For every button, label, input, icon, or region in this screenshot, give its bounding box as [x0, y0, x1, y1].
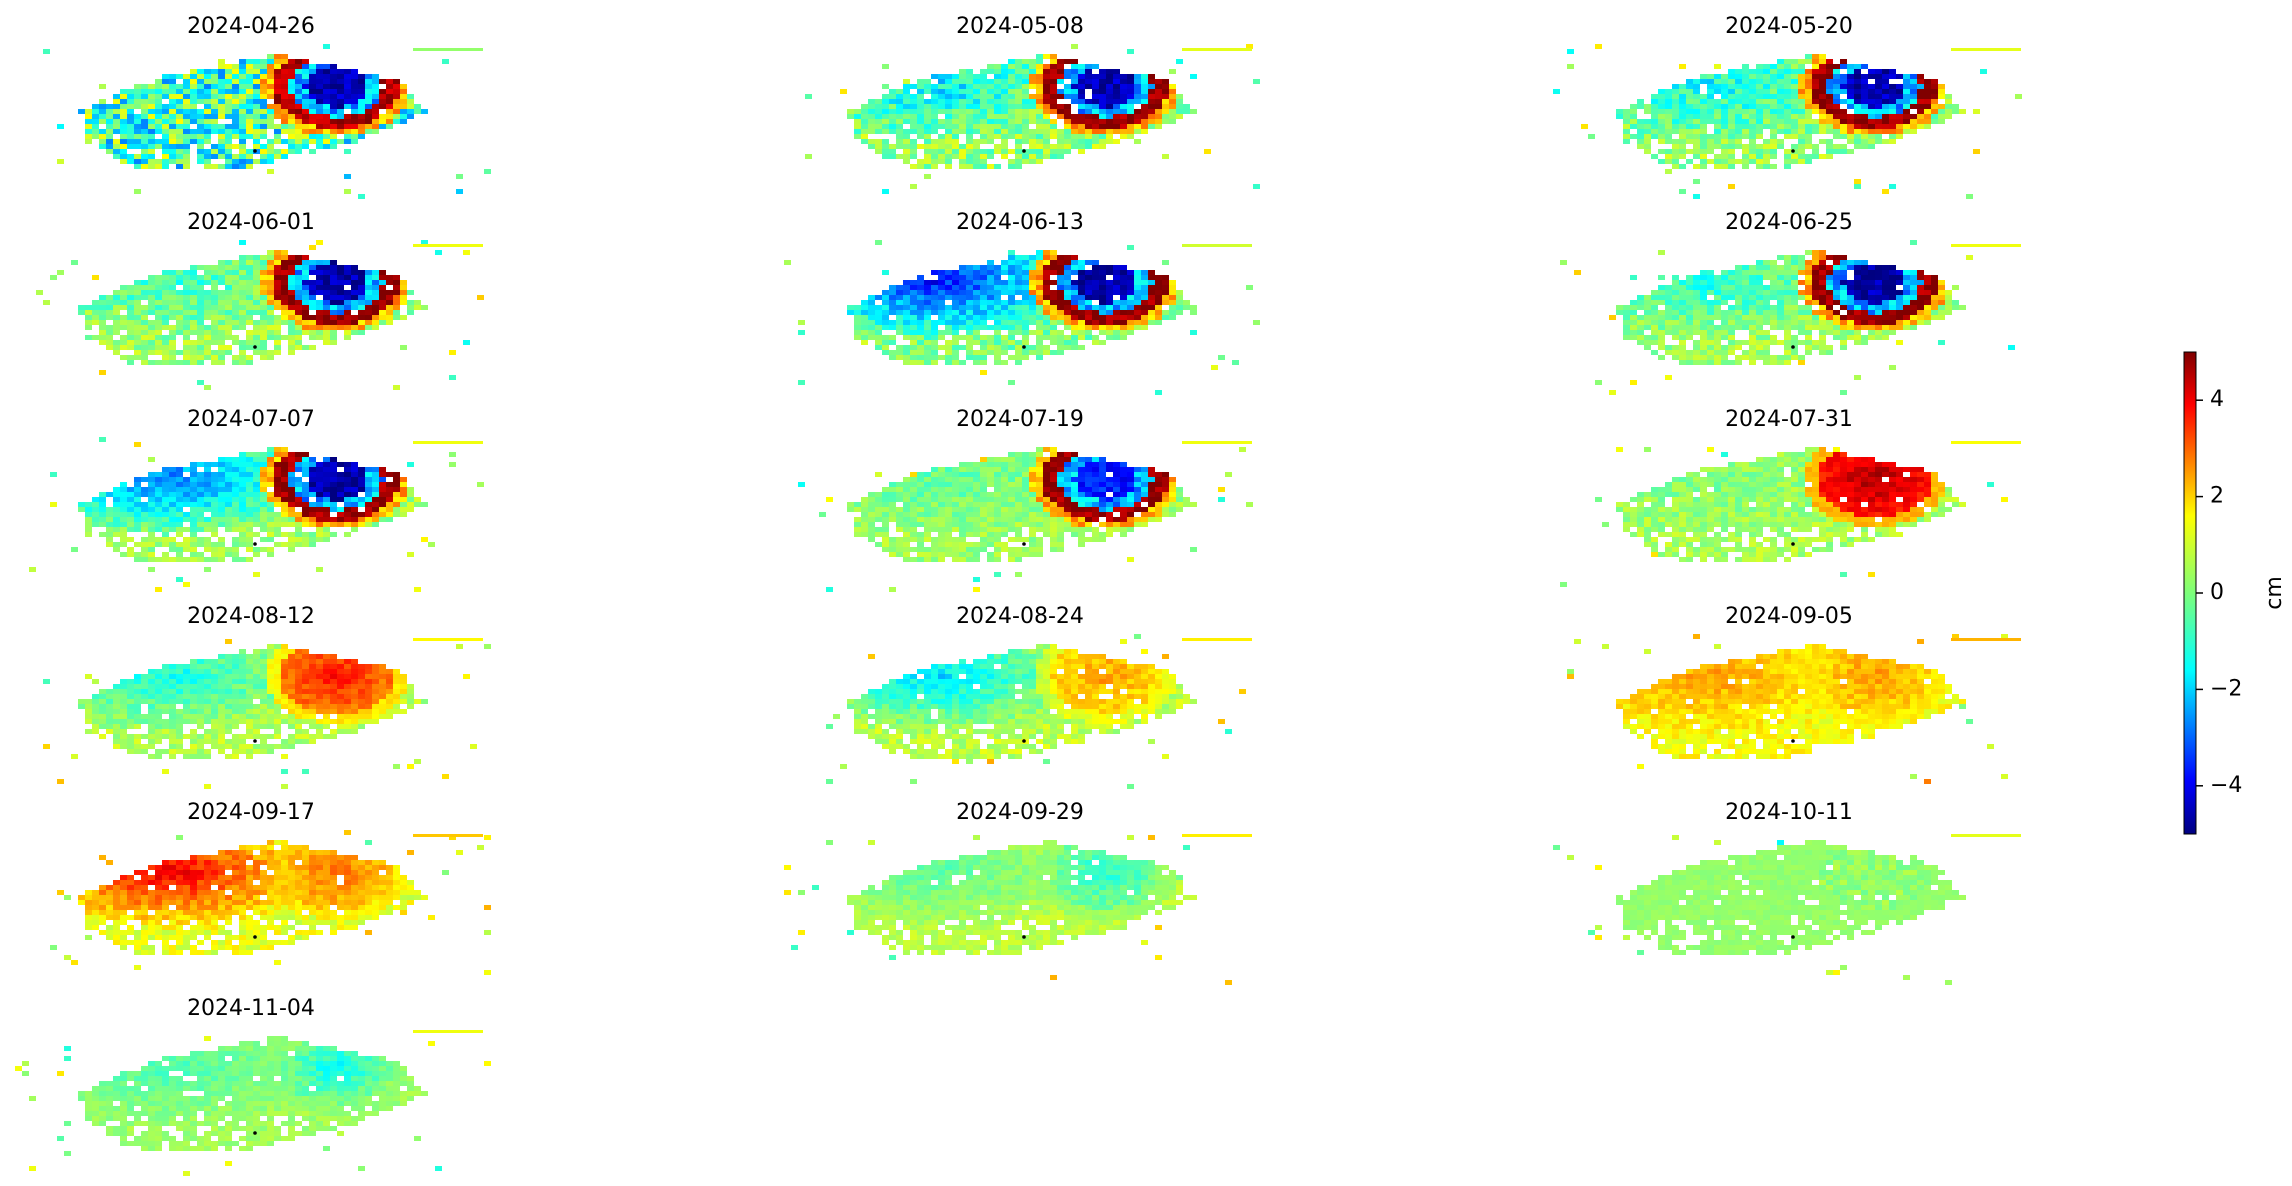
- reference-point-marker: [253, 935, 257, 939]
- reference-point-marker: [1791, 149, 1795, 153]
- panel-title: 2024-07-07: [187, 407, 315, 432]
- map-panel: 2024-05-20: [1553, 14, 2022, 199]
- panel-title: 2024-04-26: [187, 14, 315, 39]
- reference-point-marker: [1022, 149, 1026, 153]
- edge-streak: [1951, 244, 2021, 247]
- colorbar-tick-label: −2: [2210, 676, 2242, 701]
- reference-point-marker: [1022, 935, 1026, 939]
- displacement-map: [784, 240, 1260, 395]
- map-panel: 2024-09-05: [1567, 604, 2021, 784]
- reference-point-marker: [253, 739, 257, 743]
- displacement-map: [798, 441, 1253, 592]
- displacement-map: [805, 44, 1260, 194]
- edge-streak: [1951, 48, 2021, 51]
- edge-streak: [1951, 834, 2021, 837]
- colorbar-tick-label: 4: [2210, 387, 2224, 412]
- displacement-map: [826, 634, 1252, 789]
- edge-streak: [1182, 638, 1252, 641]
- displacement-map: [43, 44, 491, 199]
- colorbar-tick-label: 2: [2210, 484, 2224, 509]
- panel-title: 2024-05-20: [1725, 14, 1853, 39]
- panel-title: 2024-08-24: [956, 604, 1084, 629]
- map-panel: 2024-04-26: [43, 14, 491, 199]
- panel-title: 2024-09-05: [1725, 604, 1853, 629]
- edge-streak: [413, 638, 483, 641]
- displacement-map: [1560, 441, 2021, 587]
- edge-streak: [1182, 834, 1252, 837]
- edge-streak: [413, 1030, 483, 1033]
- reference-point-marker: [253, 345, 257, 349]
- map-panel: 2024-11-04: [15, 996, 491, 1176]
- displacement-map: [43, 638, 491, 789]
- colorbar: 4 2 0 −2 −4 cm: [2183, 351, 2287, 835]
- displacement-map: [1553, 834, 2021, 985]
- panel-title: 2024-10-11: [1725, 800, 1853, 825]
- panel-title: 2024-07-31: [1725, 407, 1853, 432]
- edge-streak: [413, 244, 483, 247]
- map-panel: 2024-06-01: [36, 210, 484, 390]
- reference-point-marker: [1022, 542, 1026, 546]
- map-panel: 2024-06-25: [1560, 210, 2021, 395]
- edge-streak: [1951, 638, 2021, 641]
- reference-point-marker: [253, 149, 257, 153]
- edge-streak: [413, 48, 483, 51]
- map-panel: 2024-05-08: [805, 14, 1260, 194]
- displacement-map: [15, 1030, 491, 1176]
- map-panel: 2024-10-11: [1553, 800, 2021, 985]
- map-panel: 2024-07-31: [1560, 407, 2021, 587]
- map-panel: 2024-09-17: [50, 800, 491, 975]
- map-panel: 2024-08-24: [826, 604, 1252, 789]
- map-panel: 2024-07-07: [29, 407, 484, 592]
- colorbar-tick-label: −4: [2210, 773, 2242, 798]
- colorbar-tick-label: 0: [2210, 580, 2224, 605]
- panel-title: 2024-11-04: [187, 996, 315, 1021]
- colorbar-ticks: 4 2 0 −2 −4: [2196, 387, 2242, 798]
- panel-title: 2024-05-08: [956, 14, 1084, 39]
- panel-grid: 2024-04-26 2024-05-08 2024-05-20 2024-06-01…: [15, 14, 2022, 1176]
- colorbar-label: cm: [2262, 576, 2287, 610]
- panel-title: 2024-07-19: [956, 407, 1084, 432]
- reference-point-marker: [253, 1131, 257, 1135]
- panel-title: 2024-08-12: [187, 604, 315, 629]
- edge-streak: [413, 834, 483, 837]
- edge-streak: [1182, 48, 1252, 51]
- displacement-map: [784, 834, 1252, 985]
- panel-title: 2024-06-13: [956, 210, 1084, 235]
- edge-streak: [1951, 441, 2021, 444]
- displacement-map: [50, 830, 491, 975]
- displacement-map: [36, 240, 484, 390]
- displacement-map: [1560, 240, 2021, 395]
- panel-title: 2024-06-25: [1725, 210, 1853, 235]
- map-panel: 2024-06-13: [784, 210, 1260, 395]
- reference-point-marker: [1022, 739, 1026, 743]
- panel-title: 2024-09-29: [956, 800, 1084, 825]
- reference-point-marker: [1791, 542, 1795, 546]
- panel-title: 2024-06-01: [187, 210, 315, 235]
- colorbar-gradient: [2183, 351, 2197, 835]
- reference-point-marker: [1022, 345, 1026, 349]
- edge-streak: [1182, 244, 1252, 247]
- displacement-map: [1553, 44, 2022, 199]
- displacement-map: [1567, 634, 2021, 784]
- map-panel: 2024-07-19: [798, 407, 1253, 592]
- reference-point-marker: [1791, 345, 1795, 349]
- reference-point-marker: [1791, 739, 1795, 743]
- displacement-map: [29, 437, 484, 592]
- map-panel: 2024-08-12: [43, 604, 491, 789]
- reference-point-marker: [1791, 935, 1795, 939]
- edge-streak: [1182, 441, 1252, 444]
- reference-point-marker: [253, 542, 257, 546]
- map-panel: 2024-09-29: [784, 800, 1252, 985]
- edge-streak: [413, 441, 483, 444]
- panel-title: 2024-09-17: [187, 800, 315, 825]
